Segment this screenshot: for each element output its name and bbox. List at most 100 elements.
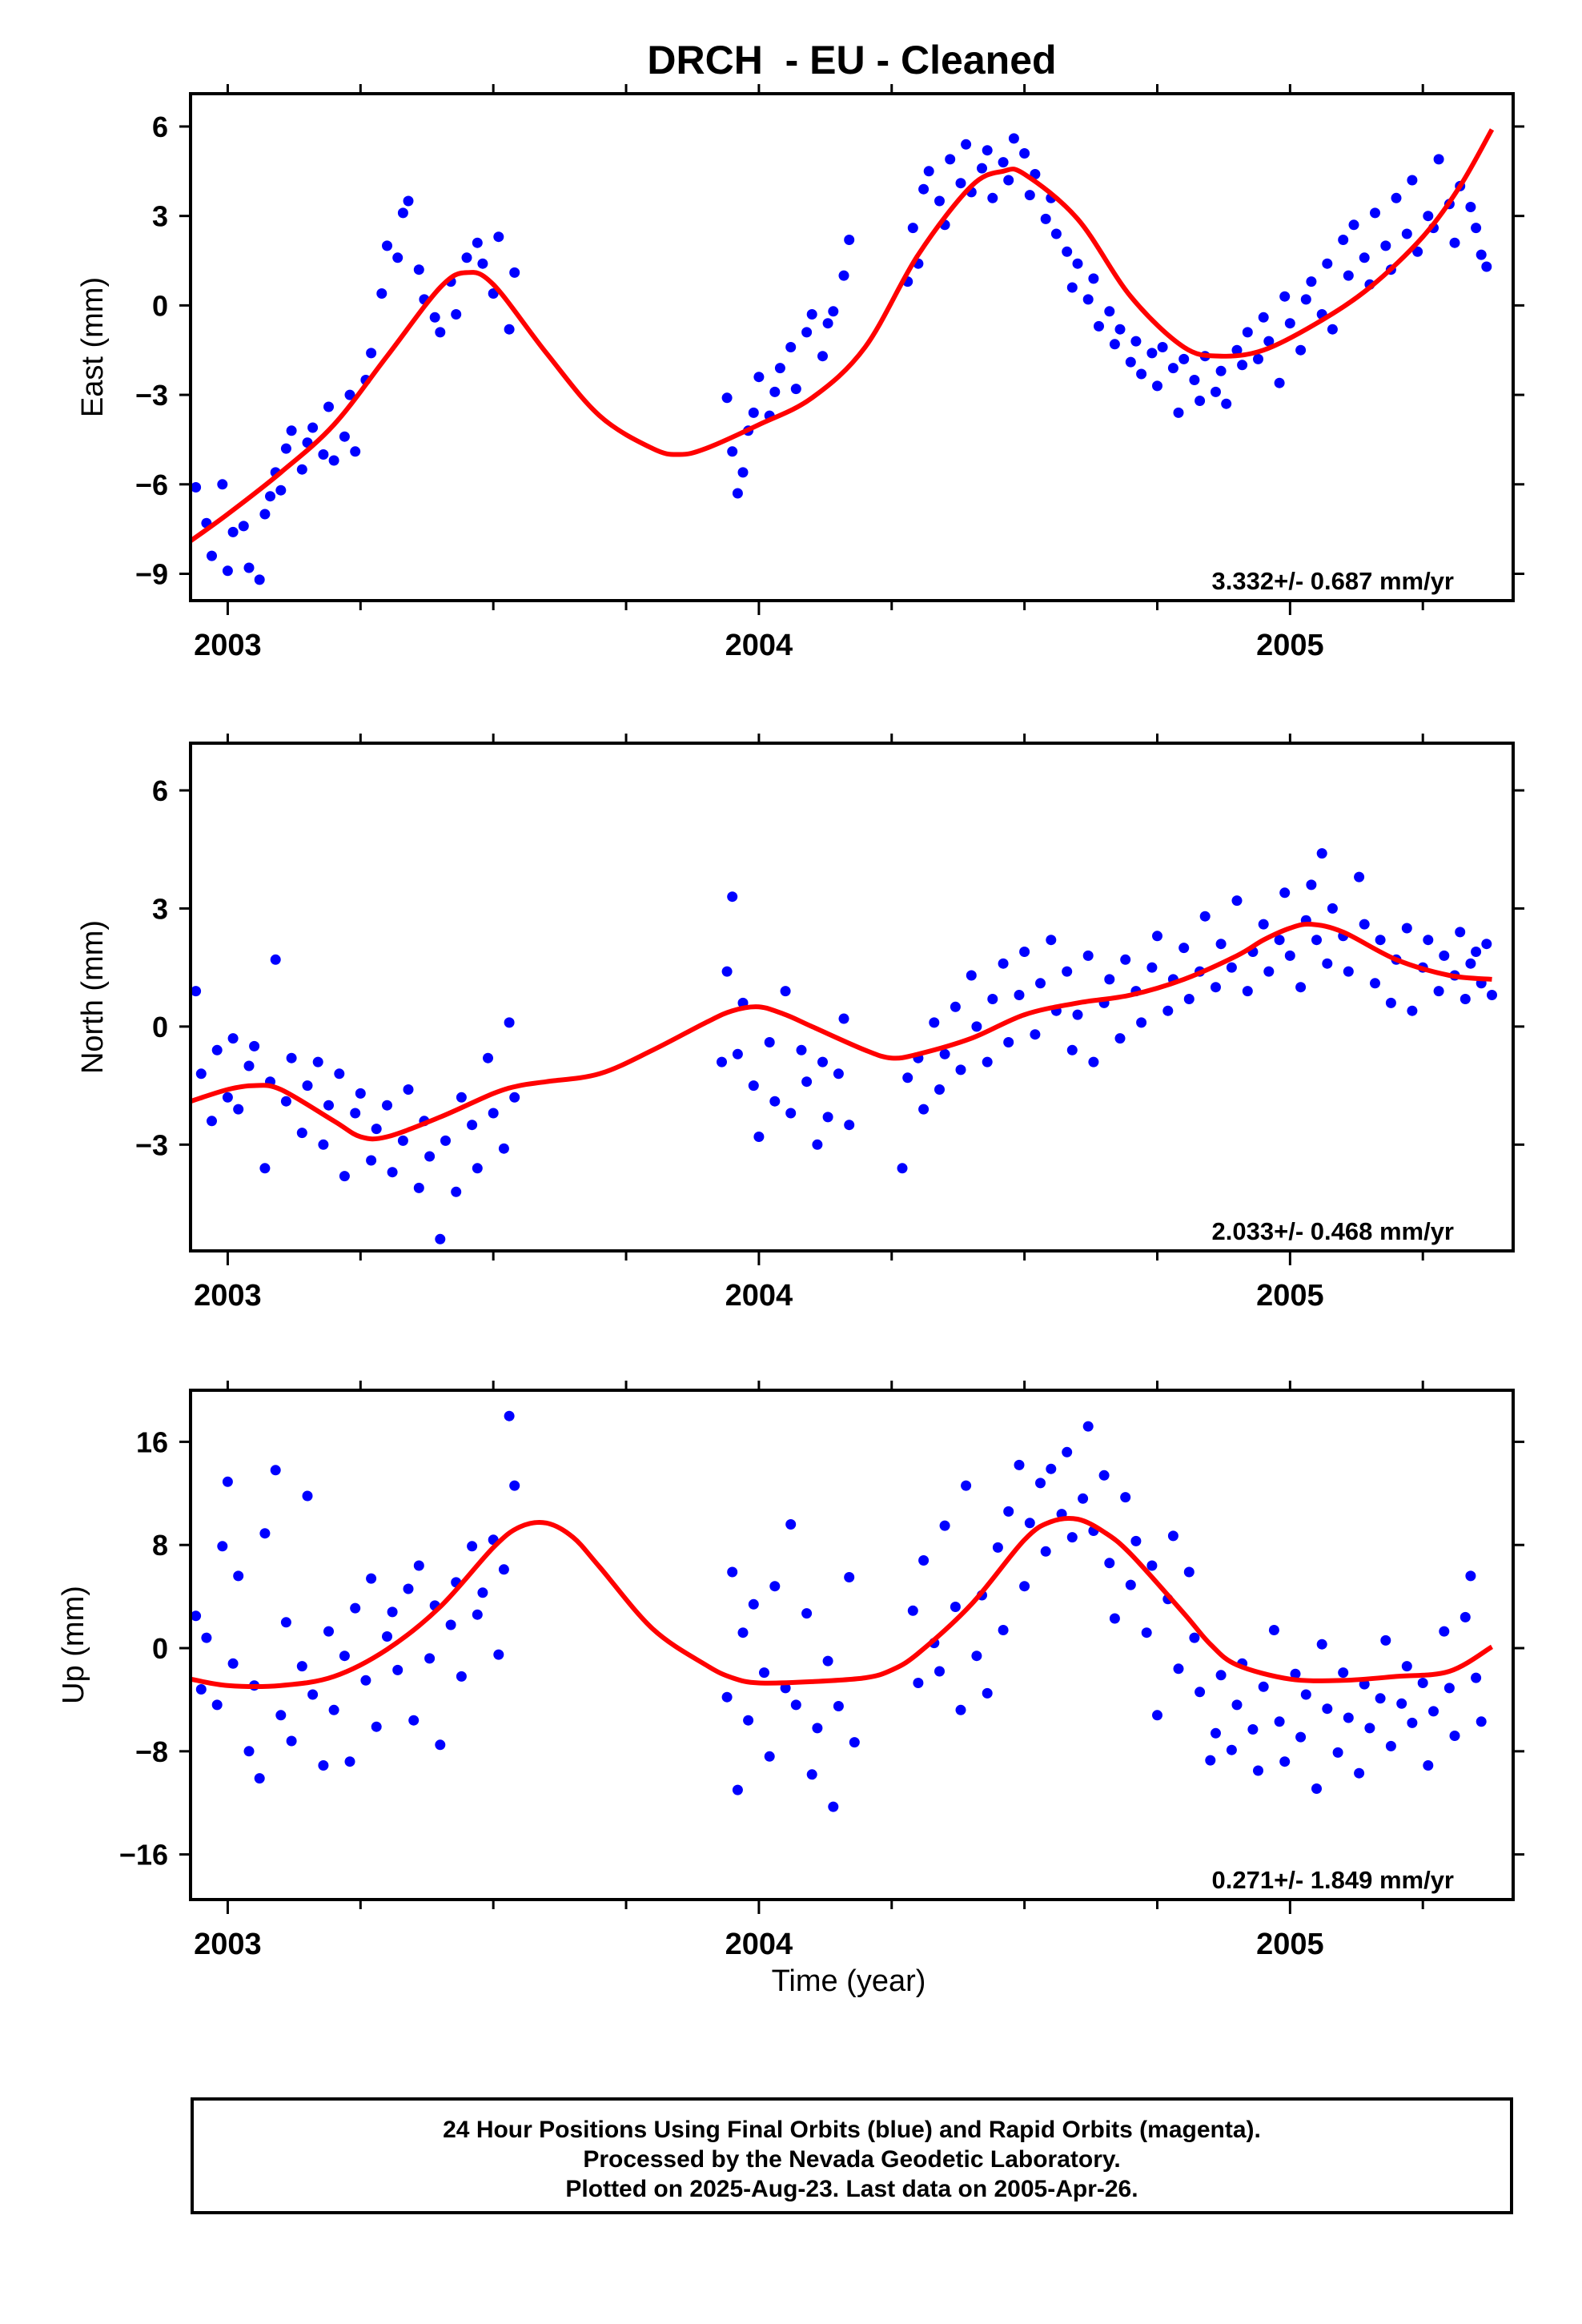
data-point: [1167, 363, 1178, 374]
data-point: [1481, 261, 1492, 272]
data-point: [1375, 935, 1386, 946]
data-point: [939, 1520, 950, 1531]
data-point: [923, 166, 934, 177]
data-point: [929, 1017, 940, 1028]
plot-frame: [189, 1389, 1515, 1901]
data-point: [790, 384, 801, 395]
x-tick-label: 2005: [1256, 1928, 1324, 1961]
data-point: [1152, 1710, 1162, 1721]
data-point: [1481, 939, 1492, 950]
data-point: [817, 1056, 828, 1068]
data-point: [1316, 848, 1327, 859]
data-point: [1460, 1611, 1471, 1622]
data-point: [201, 1632, 212, 1643]
data-point: [472, 1163, 483, 1174]
data-point: [1407, 1717, 1418, 1728]
data-point: [435, 327, 446, 338]
data-point: [1359, 919, 1370, 930]
data-point: [1072, 258, 1083, 269]
data-point: [737, 467, 749, 478]
data-point: [243, 562, 255, 573]
data-point: [504, 1410, 515, 1421]
rate-label: 3.332+/- 0.687 mm/yr: [1212, 567, 1454, 595]
data-point: [1322, 1703, 1333, 1715]
data-point: [397, 207, 408, 219]
data-point: [934, 195, 945, 207]
data-point: [477, 258, 488, 269]
trend-fit-line: [191, 921, 1492, 1142]
data-point: [801, 1076, 813, 1088]
data-point: [339, 1651, 350, 1662]
data-point: [509, 1092, 520, 1103]
data-point: [1003, 1037, 1014, 1047]
data-point: [769, 386, 781, 397]
data-point: [1157, 342, 1168, 352]
data-point: [302, 1080, 313, 1092]
data-point: [844, 235, 855, 245]
data-point: [1109, 1613, 1120, 1624]
data-point: [344, 1756, 355, 1767]
data-point: [1125, 356, 1136, 368]
data-point: [1375, 1693, 1386, 1704]
data-point: [1120, 1492, 1131, 1503]
data-point: [1098, 1470, 1110, 1481]
data-point: [732, 1784, 743, 1795]
data-point: [1391, 192, 1402, 203]
data-point: [392, 252, 404, 263]
data-point: [822, 1112, 833, 1123]
data-point: [1167, 1530, 1178, 1542]
data-point: [998, 958, 1009, 969]
data-point: [1195, 396, 1206, 406]
data-point: [191, 482, 202, 493]
data-point: [1471, 223, 1482, 234]
data-points-east: [191, 133, 1492, 585]
data-point: [424, 1653, 436, 1664]
data-point: [1024, 190, 1035, 201]
data-point: [1019, 947, 1030, 957]
data-point: [360, 1675, 371, 1686]
data-point: [1114, 324, 1126, 335]
data-point: [1242, 986, 1253, 997]
footer-info-box: 24 Hour Positions Using Final Orbits (bl…: [191, 2097, 1513, 2214]
data-point: [328, 455, 339, 466]
data-point: [1465, 1570, 1476, 1582]
data-point: [286, 425, 297, 436]
data-point: [1364, 1723, 1375, 1734]
data-point: [1316, 1638, 1327, 1650]
data-point: [350, 1108, 361, 1119]
data-point: [1152, 931, 1162, 942]
data-point: [435, 1739, 446, 1751]
data-point: [764, 1751, 775, 1762]
data-point: [1279, 1756, 1291, 1767]
data-point: [211, 1044, 223, 1055]
data-point: [1104, 974, 1115, 985]
data-point: [1205, 1755, 1216, 1766]
data-point: [897, 1163, 908, 1174]
data-point: [1226, 1744, 1237, 1755]
data-point: [1274, 1716, 1285, 1727]
data-point: [328, 1704, 339, 1715]
data-point: [1465, 202, 1476, 212]
data-point: [1471, 1672, 1482, 1683]
data-point: [259, 1528, 271, 1539]
data-point: [955, 1704, 966, 1715]
data-point: [1338, 1667, 1349, 1679]
y-tick-label: 0: [152, 1632, 168, 1665]
data-point: [1343, 1712, 1354, 1723]
data-point: [233, 1570, 244, 1582]
data-point: [227, 1033, 239, 1044]
rate-label: 0.271+/- 1.849 mm/yr: [1212, 1866, 1454, 1894]
data-point: [1423, 211, 1434, 222]
data-point: [790, 1699, 801, 1711]
data-point: [350, 446, 361, 457]
data-point: [339, 1171, 350, 1182]
data-point: [982, 145, 993, 156]
data-point: [721, 392, 733, 404]
data-point: [355, 1088, 366, 1099]
data-point: [259, 509, 271, 520]
data-point: [1130, 336, 1142, 347]
data-point: [939, 1048, 950, 1059]
data-point: [249, 1040, 260, 1051]
panel-north: 6 3 0 −3 2003 2004 2005 North (mm) 2.033+/- 0.46…: [76, 734, 1524, 1313]
data-point: [222, 565, 233, 577]
